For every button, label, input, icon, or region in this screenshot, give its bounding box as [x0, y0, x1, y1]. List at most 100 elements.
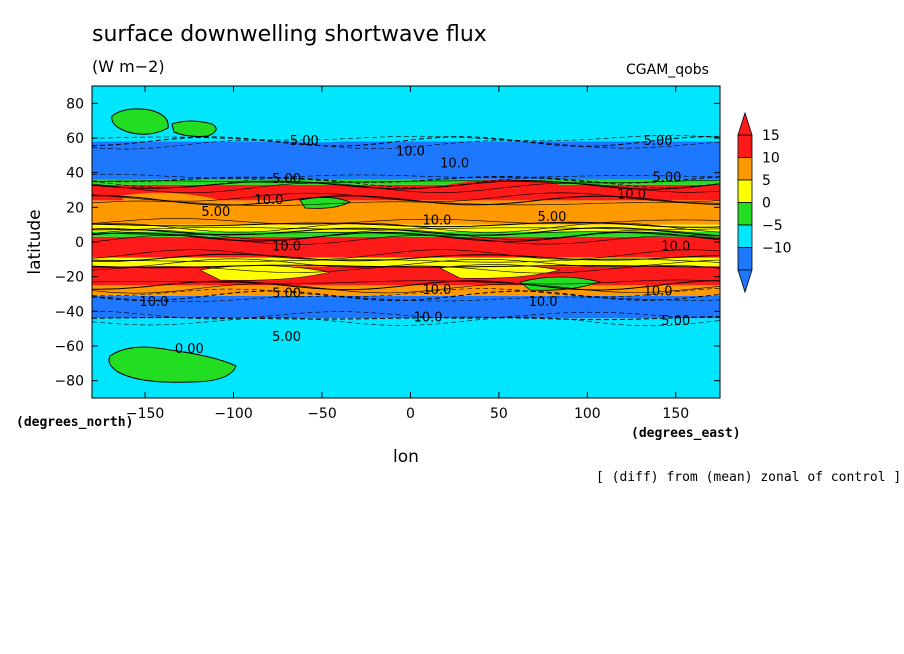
- contour-label-3: 10.0: [440, 156, 469, 171]
- band-7: [92, 224, 720, 232]
- patch-lightblue-sh-2: [560, 330, 690, 347]
- contour-label-4: 5.00: [272, 172, 301, 187]
- x-axis-units: (degrees_east): [631, 426, 741, 441]
- contour-line-14: [92, 249, 720, 260]
- contour-label-17: 10.0: [644, 285, 673, 300]
- y-tick-label-0: 80: [66, 96, 84, 112]
- comparison-note: [ (diff) from (mean) zonal of control ]: [596, 470, 902, 485]
- patch-green-nw2: [171, 120, 217, 137]
- contour-label-8: 10.0: [422, 214, 451, 229]
- contour-line-2: [92, 310, 720, 320]
- y-tick-label-1: 60: [66, 131, 84, 147]
- colorbar: 15 10 5 0 −5 −10: [737, 111, 792, 294]
- y-tick-label-5: −20: [54, 270, 84, 286]
- x-tick-label-5: 100: [574, 406, 601, 422]
- colorbar-extend-bottom: [737, 269, 753, 294]
- colorbar-label-5: −10: [762, 241, 792, 257]
- contour-label-18: 10.0: [414, 311, 443, 326]
- y-tick-label-4: 0: [75, 235, 84, 251]
- contour-label-6: 5.00: [201, 205, 230, 220]
- contour-line-0: [92, 316, 720, 327]
- contour-line-23: [92, 218, 720, 225]
- model-name: CGAM_qobs: [626, 62, 709, 78]
- contour-line-30: [92, 177, 720, 188]
- x-tick-label-1: −100: [214, 406, 252, 422]
- y-tick-label-7: −60: [54, 339, 84, 355]
- contour-line-27: [92, 182, 720, 194]
- x-tick-label-4: 50: [490, 406, 508, 422]
- band-9: [92, 184, 720, 201]
- contour-line-5: [92, 288, 720, 298]
- contour-label-20: 5.00: [661, 314, 690, 329]
- colorbar-segment-3: [737, 202, 753, 226]
- x-tick-label-2: −50: [307, 406, 337, 422]
- contour-label-13: 10.0: [422, 283, 451, 298]
- contour-line-19: [92, 227, 720, 237]
- contour-line-24: [92, 200, 720, 206]
- contour-line-15: [92, 234, 720, 245]
- contour-line-16: [92, 231, 720, 242]
- contour-line-8: [92, 279, 720, 285]
- y-axis-units: (degrees_north): [16, 415, 134, 430]
- band-10: [92, 179, 720, 185]
- colorbar-label-1: 10: [762, 151, 780, 167]
- contour-line-31: [92, 175, 720, 184]
- x-tick-label-6: 150: [662, 406, 689, 422]
- patch-green-trop-2: [519, 276, 602, 291]
- contour-line-4: [92, 290, 720, 302]
- colorbar-label-2: 5: [762, 173, 771, 189]
- x-axis-label: lon: [393, 447, 419, 467]
- contour-label-12: 10.0: [661, 240, 690, 255]
- patch-lightblue-nh-2: [560, 123, 680, 141]
- colorbar-extend-top: [737, 111, 753, 136]
- colorbar-label-0: 15: [762, 128, 780, 144]
- contour-line-33: [92, 139, 720, 150]
- contour-line-22: [92, 221, 720, 228]
- chart-units: (W m−2): [92, 57, 165, 76]
- contour-label-9: 10.0: [617, 188, 646, 203]
- band-4: [92, 257, 720, 267]
- regional-patches: [108, 108, 690, 383]
- contour-label-5: 5.00: [652, 170, 681, 185]
- contour-label-1: 5.00: [644, 134, 673, 149]
- y-axis: 80 60 40 20 0 −20 −40 −60 −80: [54, 96, 720, 390]
- contour-label-16: 10.0: [139, 295, 168, 310]
- band-5: [92, 236, 720, 258]
- contour-label-10: 5.00: [537, 210, 566, 225]
- contour-line-6: [92, 283, 720, 294]
- contour-line-10: [92, 264, 720, 269]
- y-tick-label-8: −80: [54, 374, 84, 390]
- patch-lightblue-sh-1: [250, 327, 400, 345]
- colorbar-segment-1: [737, 157, 753, 181]
- contour-line-26: [92, 192, 720, 203]
- contour-line-13: [92, 253, 720, 262]
- contour-label-0: 5.00: [290, 134, 319, 149]
- contour-lines: [92, 135, 720, 327]
- contour-line-20: [92, 227, 720, 231]
- contour-label-19: 5.00: [272, 330, 301, 345]
- colorbar-label-3: 0: [762, 196, 771, 212]
- contour-line-17: [92, 231, 720, 237]
- contour-line-11: [92, 258, 720, 268]
- contour-line-32: [92, 173, 720, 179]
- x-tick-label-3: 0: [406, 406, 415, 422]
- band-2: [92, 285, 720, 296]
- y-tick-label-2: 40: [66, 166, 84, 182]
- contour-label-14: 5.00: [272, 286, 301, 301]
- contour-label-21: 0.00: [175, 342, 204, 357]
- contour-label-2: 10.0: [396, 144, 425, 159]
- colorbar-label-4: −5: [762, 218, 783, 234]
- contour-labels: 5.00 5.00 10.0 10.0 5.00 5.00 5.00 10.0 10.0 10.0…: [139, 134, 690, 357]
- contour-label-15: 10.0: [529, 295, 558, 310]
- patch-green-nw: [111, 108, 169, 135]
- contour-line-1: [92, 316, 720, 321]
- colorbar-segment-5: [737, 247, 753, 271]
- chart-title: surface downwelling shortwave flux: [92, 22, 487, 47]
- contour-line-35: [92, 135, 720, 142]
- patch-green-sw: [108, 346, 237, 383]
- x-axis: −150 −100 −50 0 50 100 150: [126, 86, 689, 422]
- contour-label-11: 10.0: [272, 240, 301, 255]
- contour-line-12: [92, 258, 720, 263]
- colorbar-segment-2: [737, 179, 753, 203]
